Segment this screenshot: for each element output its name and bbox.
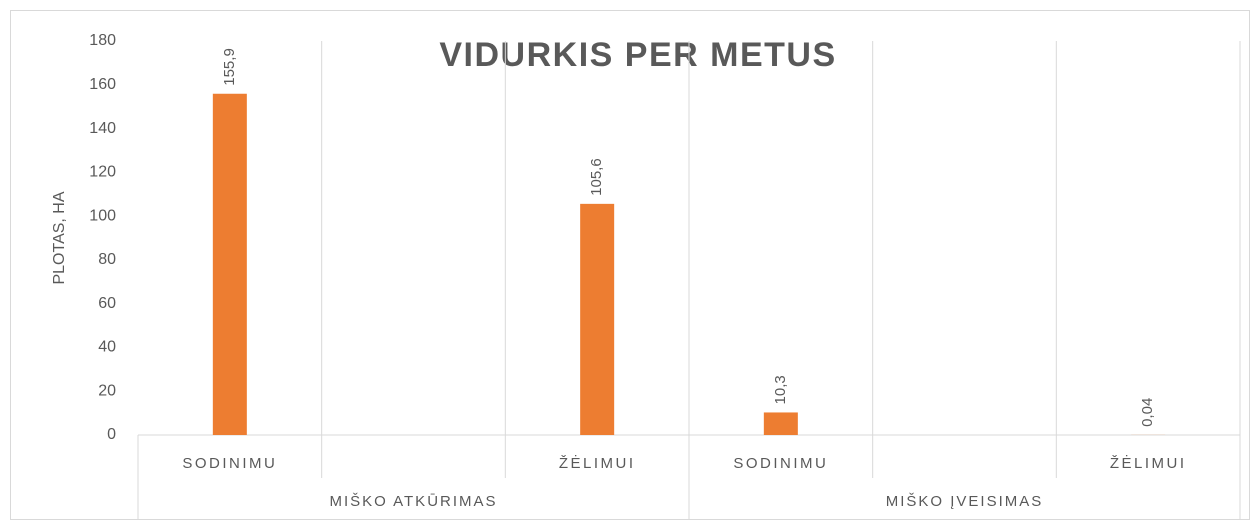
y-tick-label: 60: [98, 295, 116, 312]
y-tick-label: 100: [89, 207, 116, 224]
data-label: 10,3: [772, 375, 789, 404]
x-tick-label: SODINIMU: [733, 455, 828, 472]
bar: [580, 204, 614, 435]
group-label: MIŠKO ATKŪRIMAS: [329, 493, 497, 510]
y-tick-label: 80: [98, 251, 116, 268]
x-tick-label: SODINIMU: [182, 455, 277, 472]
y-tick-label: 140: [89, 120, 116, 137]
y-tick-label: 180: [89, 32, 116, 49]
y-axis-title: PLOTAS, HA: [51, 191, 68, 284]
y-tick-label: 40: [98, 339, 116, 356]
y-tick-label: 0: [107, 426, 116, 443]
y-tick-label: 160: [89, 76, 116, 93]
x-tick-label: ŽĖLIMUI: [559, 454, 636, 472]
data-label: 155,9: [221, 48, 238, 86]
bar: [213, 94, 247, 435]
group-label: MIŠKO ĮVEISIMAS: [886, 493, 1044, 510]
x-tick-label: ŽĖLIMUI: [1110, 454, 1187, 472]
chart-title: VIDURKIS PER METUS: [439, 36, 836, 74]
data-label: 105,6: [588, 158, 605, 196]
bar: [764, 412, 798, 435]
y-tick-label: 20: [98, 382, 116, 399]
chart-border: [11, 11, 1250, 520]
data-label: 0,04: [1139, 398, 1156, 427]
y-tick-label: 120: [89, 164, 116, 181]
